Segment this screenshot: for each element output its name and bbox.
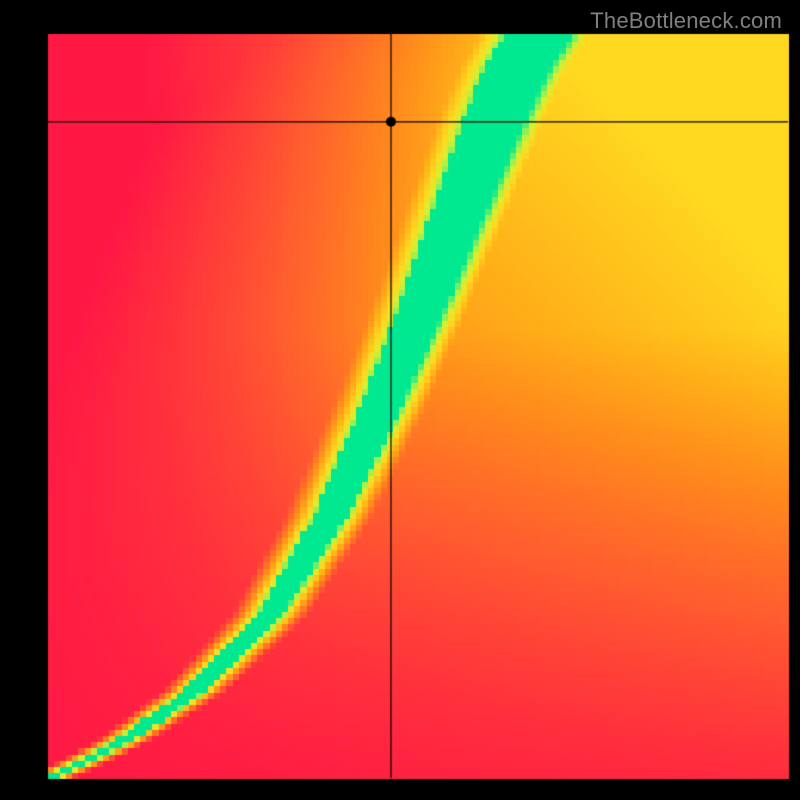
watermark-text: TheBottleneck.com: [590, 8, 782, 34]
bottleneck-heatmap: [0, 0, 800, 800]
